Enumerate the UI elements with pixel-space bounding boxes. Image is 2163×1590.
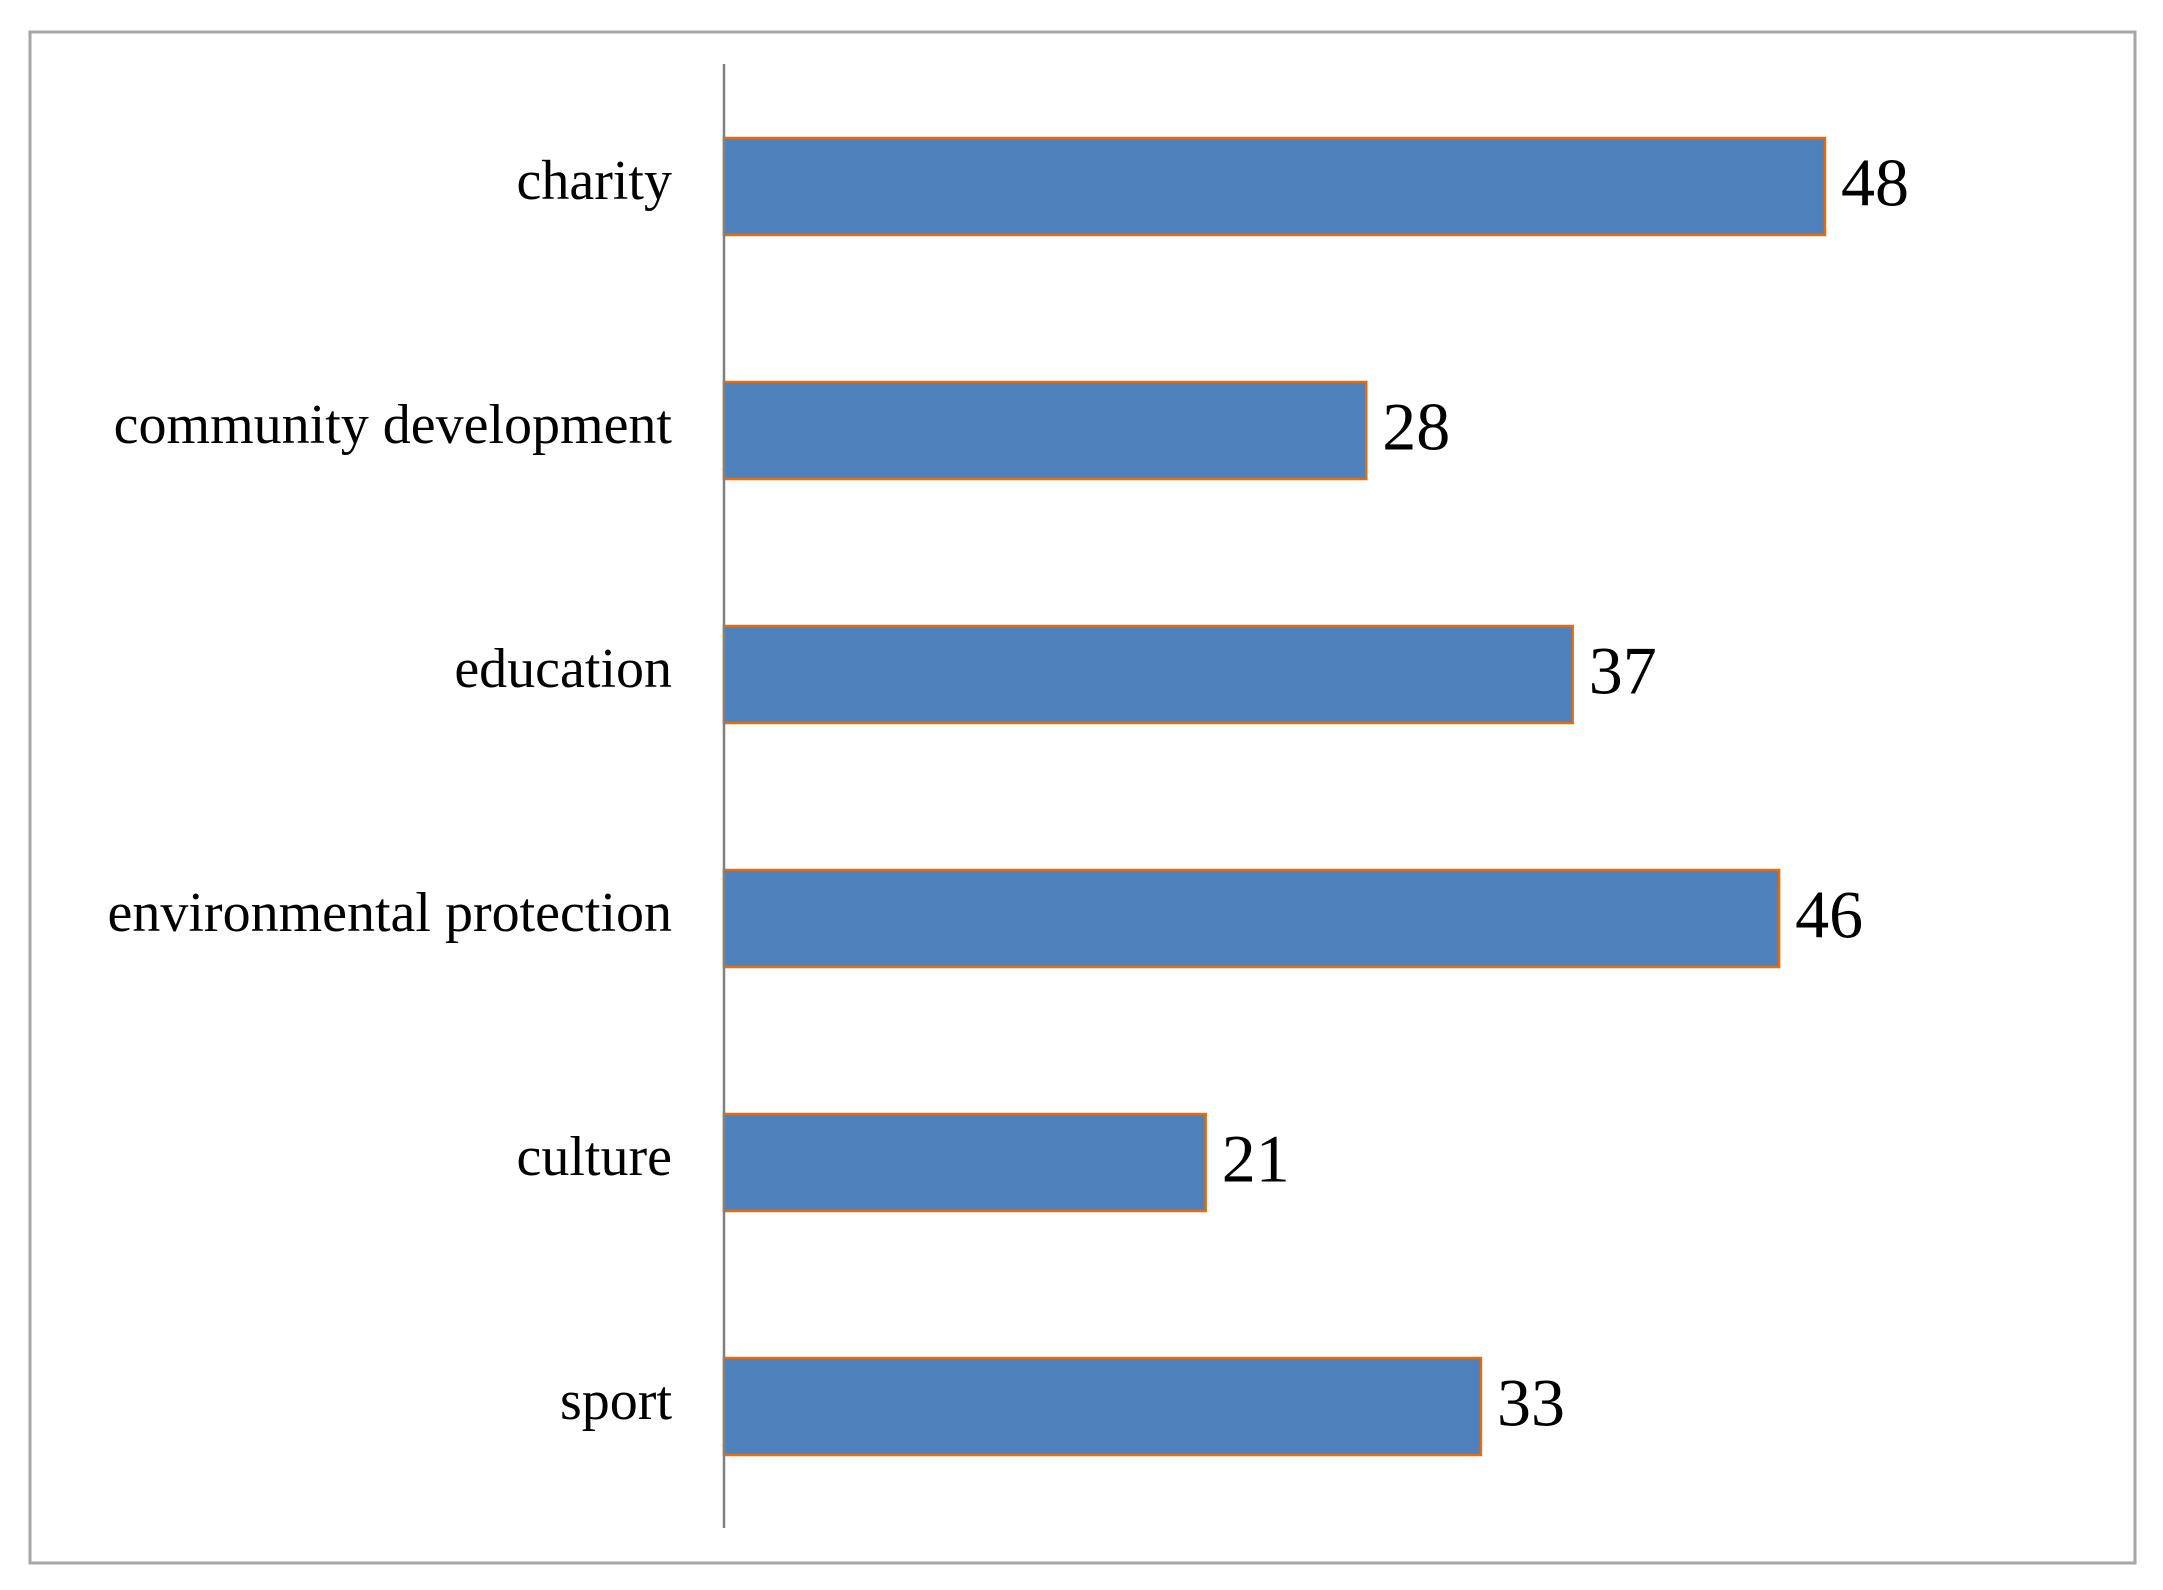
- data-label: 21: [1222, 1121, 1290, 1197]
- bar: [722, 624, 1574, 725]
- y-tick-label: culture: [517, 1126, 672, 1188]
- data-label: 33: [1497, 1365, 1565, 1441]
- bar: [722, 1356, 1483, 1457]
- y-tick-label: community development: [114, 394, 673, 456]
- data-label: 37: [1589, 633, 1657, 709]
- bar: [722, 380, 1368, 481]
- data-label: 28: [1382, 389, 1450, 465]
- bar: [722, 1112, 1207, 1213]
- y-tick-label: environmental protection: [108, 882, 672, 944]
- bar: [722, 136, 1827, 237]
- y-tick-label: sport: [560, 1370, 672, 1432]
- data-label: 48: [1841, 145, 1909, 221]
- bar: [722, 868, 1781, 969]
- y-tick-label: charity: [517, 150, 672, 212]
- chart-frame: [28, 30, 2137, 1565]
- y-tick-label: education: [454, 638, 672, 700]
- data-label: 46: [1795, 877, 1863, 953]
